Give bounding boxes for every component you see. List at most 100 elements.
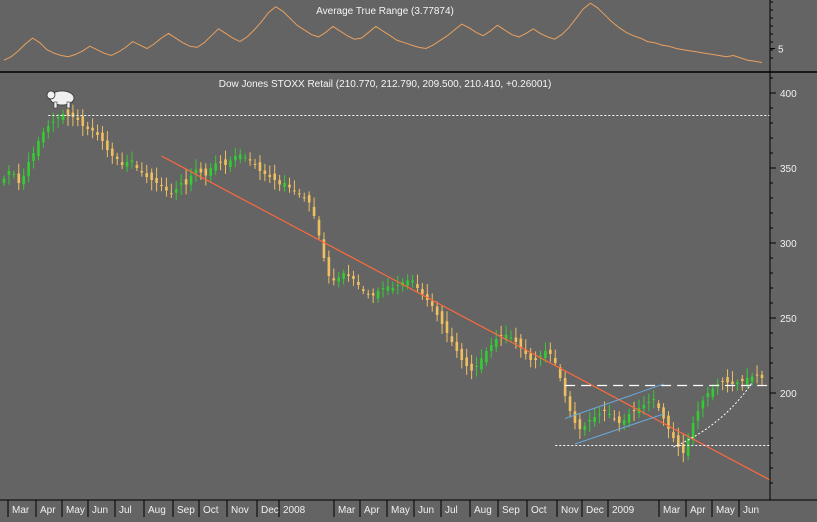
bear-leg (53, 101, 58, 109)
price-bar-body (32, 153, 35, 161)
price-bar-body (381, 288, 385, 290)
price-bar-body (371, 293, 375, 296)
x-tick-label: Jul (119, 505, 132, 516)
price-bar-body (736, 382, 739, 385)
x-tick-label: Dec (586, 505, 604, 516)
price-bar-body (342, 273, 345, 280)
price-tick-label: 300 (780, 239, 797, 250)
price-bar-body (307, 195, 311, 203)
price-bar-body (406, 280, 409, 286)
x-tick-label: Sep (502, 505, 520, 516)
price-bar-body (588, 420, 592, 422)
price-bar-body (622, 420, 626, 425)
atr-tick-label: 5 (778, 45, 784, 56)
price-bar-body (12, 174, 16, 175)
price-bar-body (204, 168, 208, 176)
price-bar-body (140, 171, 144, 173)
price-bar-body (46, 126, 50, 132)
atr-panel-title: Average True Range (3.77874) (316, 6, 454, 17)
price-bar-body (229, 160, 232, 167)
price-bar-body (465, 357, 468, 366)
price-bar-body (553, 358, 557, 363)
price-bar-body (61, 114, 65, 120)
x-tick-label: May (716, 505, 735, 516)
price-bar-body (745, 378, 749, 386)
price-bar-body (480, 358, 483, 370)
price-bar-body (563, 378, 567, 396)
price-bar-body (76, 117, 80, 120)
price-bar-body (42, 132, 45, 143)
price-bar-body (155, 177, 158, 183)
price-bar-body (110, 148, 114, 156)
x-tick-label: Mar (12, 505, 30, 516)
price-bar-body (593, 417, 596, 423)
price-bar-body (209, 168, 213, 176)
price-bar-body (750, 376, 754, 382)
x-tick-label: Nov (561, 505, 579, 516)
price-bar-body (475, 366, 478, 367)
price-bar-body (366, 293, 370, 295)
x-tick-label: Oct (531, 505, 547, 516)
price-bar-body (347, 274, 350, 276)
price-bar-body (357, 281, 360, 285)
price-bar-body (376, 291, 380, 299)
price-bar-body (120, 162, 124, 165)
price-bar-body (440, 311, 444, 324)
price-bar-body (27, 162, 30, 176)
price-bar-body (598, 414, 601, 415)
price-tick-label: 350 (780, 164, 797, 175)
price-bar-body (71, 112, 75, 117)
price-bar-body (755, 374, 759, 376)
price-bar-body (184, 179, 188, 185)
price-bar-body (558, 367, 562, 378)
price-bar-body (578, 419, 582, 429)
price-bar-body (130, 160, 134, 163)
price-bar-body (302, 197, 306, 199)
bear-icon (46, 90, 75, 109)
price-bar-body (647, 402, 651, 403)
price-bar-body (603, 409, 606, 411)
price-bar-body (51, 121, 55, 123)
price-bar-body (657, 403, 660, 408)
price-bar-body (691, 423, 695, 439)
price-bar-body (711, 388, 715, 397)
price-bar-body (135, 164, 139, 168)
price-bar-body (662, 407, 665, 419)
price-bar-body (288, 184, 291, 188)
price-bar-body (17, 173, 21, 183)
price-bar-body (617, 416, 621, 423)
price-bar-body (86, 126, 89, 129)
price-bar-body (115, 156, 119, 159)
x-tick-label: Mar (663, 505, 681, 516)
atr-line (3, 2, 763, 63)
price-bar-body (327, 257, 331, 276)
price-bar-body (234, 156, 237, 161)
price-bar-body (681, 444, 685, 453)
price-bar-body (489, 345, 493, 352)
channel-lower-line (574, 413, 664, 445)
price-bar-body (445, 321, 449, 333)
bear-leg (66, 101, 71, 109)
price-bar-body (421, 289, 424, 294)
price-bar-body (194, 169, 198, 174)
price-bar-body (189, 175, 193, 185)
bear-head (46, 90, 56, 100)
x-tick-label: 2009 (612, 505, 635, 516)
price-bar-body (494, 339, 498, 348)
x-tick-label: Dec (261, 505, 279, 516)
price-bar-body (224, 159, 227, 165)
price-bar-body (731, 381, 734, 384)
x-tick-label: Apr (690, 505, 706, 516)
price-bar-body (396, 285, 400, 286)
price-panel-title: Dow Jones STOXX Retail (210.770, 212.790… (219, 79, 552, 90)
price-bar-body (549, 349, 552, 354)
price-bar-body (455, 341, 459, 351)
price-bar-body (760, 374, 764, 378)
price-bar-body (91, 127, 94, 131)
x-tick-label: Apr (364, 505, 380, 516)
price-bar-body (721, 380, 724, 382)
x-tick-label: Mar (338, 505, 356, 516)
price-bar-body (268, 174, 272, 177)
price-bar-body (278, 180, 281, 185)
price-bar-body (298, 193, 301, 195)
